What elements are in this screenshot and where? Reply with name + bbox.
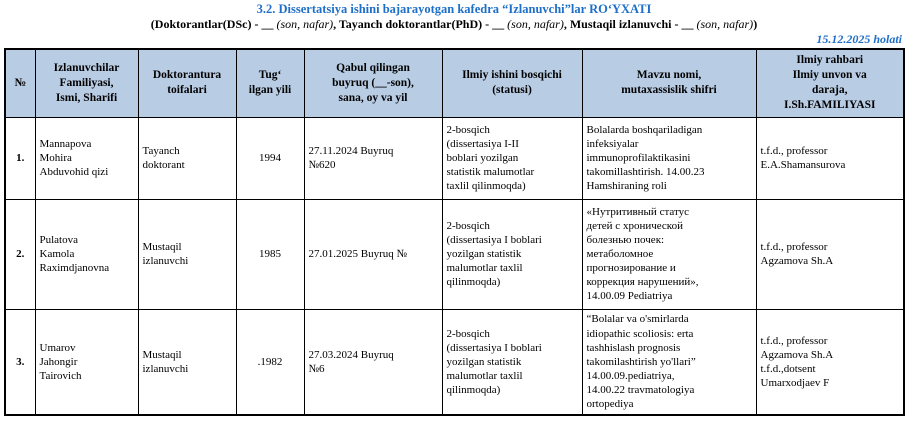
cell-category: Mustaqil izlanuvchi: [137, 308, 237, 416]
document-page: 3.2. Dissertatsiya ishini bajarayotgan k…: [4, 2, 905, 416]
page-title: 3.2. Dissertatsiya ishini bajarayotgan k…: [256, 2, 652, 16]
subtitle-segment: , Tayanch doktorantlar(PhD) - __: [333, 17, 508, 31]
cell-status: 2-bosqich (dissertasiya I boblari yozilg…: [441, 308, 583, 416]
col-header-number: №: [4, 48, 36, 118]
cell-birth-year: .1982: [235, 308, 305, 416]
subtitle-segment: , Mustaqil izlanuvchi - __: [563, 17, 697, 31]
cell-name: Pulatova Kamola Raximdjanovna: [34, 198, 139, 310]
table-row: 1. Mannapova Mohira Abduvohid qizi Tayan…: [4, 116, 905, 200]
subtitle-segment: ): [753, 17, 758, 31]
cell-name: Umarov Jahongir Tairovich: [34, 308, 139, 416]
cell-order: 27.03.2024 Buyruq №6: [303, 308, 443, 416]
cell-order: 27.01.2025 Buyruq №: [303, 198, 443, 310]
col-header-status: Ilmiy ishini bosqichi (statusi): [441, 48, 583, 118]
col-header-birth-year: Tug‘ ilgan yili: [235, 48, 305, 118]
cell-birth-year: 1994: [235, 116, 305, 200]
subtitle-segment: (son, nafar): [696, 17, 754, 31]
cell-number: 1.: [4, 116, 36, 200]
status-date: 15.12.2025 holati: [816, 32, 902, 46]
subtitle-segment: (son, nafar): [507, 17, 564, 31]
cell-number: 2.: [4, 198, 36, 310]
col-header-order: Qabul qilingan buyruq (__-son), sana, oy…: [303, 48, 443, 118]
table-row: 3. Umarov Jahongir Tairovich Mustaqil iz…: [4, 308, 905, 416]
col-header-topic: Mavzu nomi, mutaxassislik shifri: [581, 48, 757, 118]
cell-topic: “Bolalar va o'smirlarda idiopathic scoli…: [581, 308, 757, 416]
cell-number: 3.: [4, 308, 36, 416]
cell-supervisor: t.f.d., professor Agzamova Sh.A t.f.d.,d…: [755, 308, 905, 416]
col-header-category: Doktorantura toifalari: [137, 48, 237, 118]
cell-topic: Bolalarda boshqariladigan infeksiyalar i…: [581, 116, 757, 200]
table-row: 2. Pulatova Kamola Raximdjanovna Mustaqi…: [4, 198, 905, 310]
col-header-name: Izlanuvchilar Familiyasi, Ismi, Sharifi: [34, 48, 139, 118]
subtitle-segment: (son, nafar): [276, 17, 334, 31]
page-subtitle: (Doktorantlar(DSc) - __ (son, nafar), Ta…: [4, 17, 904, 32]
cell-category: Mustaqil izlanuvchi: [137, 198, 237, 310]
cell-category: Tayanch doktorant: [137, 116, 237, 200]
cell-supervisor: t.f.d., professor Agzamova Sh.A: [755, 198, 905, 310]
cell-order: 27.11.2024 Buyruq №620: [303, 116, 443, 200]
cell-supervisor: t.f.d., professor E.A.Shamansurova: [755, 116, 905, 200]
cell-name: Mannapova Mohira Abduvohid qizi: [34, 116, 139, 200]
cell-birth-year: 1985: [235, 198, 305, 310]
table-header-row: № Izlanuvchilar Familiyasi, Ismi, Sharif…: [4, 48, 905, 118]
col-header-supervisor: Ilmiy rahbari Ilmiy unvon va daraja, I.S…: [755, 48, 905, 118]
cell-status: 2-bosqich (dissertasiya I boblari yozilg…: [441, 198, 583, 310]
cell-status: 2-bosqich (dissertasiya I-II boblari yoz…: [441, 116, 583, 200]
subtitle-segment: (Doktorantlar(DSc) - __: [150, 17, 277, 31]
researchers-table: № Izlanuvchilar Familiyasi, Ismi, Sharif…: [4, 48, 905, 416]
cell-topic: «Нутритивный статус детей с хронической …: [581, 198, 757, 310]
